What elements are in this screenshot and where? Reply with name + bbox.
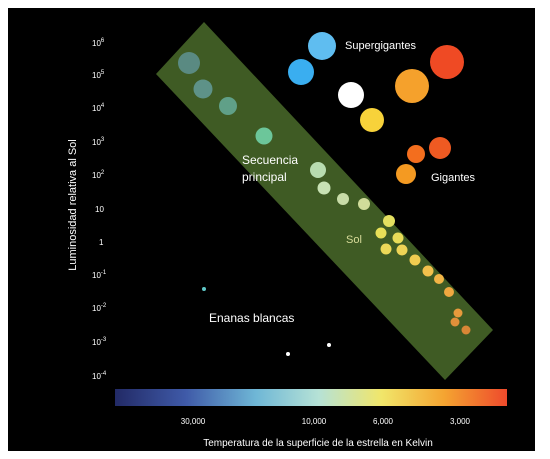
star — [308, 32, 336, 60]
star — [453, 308, 463, 318]
star — [395, 69, 429, 103]
star — [430, 45, 464, 79]
star — [255, 127, 273, 145]
star — [193, 79, 213, 99]
label-main-sequence-1: Secuencia — [242, 153, 298, 167]
y-axis-ticks: 106 105 104 103 102 10 1 10-1 10-2 10-3 … — [92, 38, 107, 381]
x-tick: 6,000 — [373, 417, 394, 426]
label-giants: Gigantes — [431, 172, 476, 184]
x-axis-label: Temperatura de la superficie de la estre… — [203, 438, 433, 449]
y-tick: 10 — [95, 205, 104, 214]
y-tick: 102 — [92, 170, 105, 180]
supergiant-stars — [288, 32, 464, 132]
star — [375, 227, 387, 239]
star — [337, 193, 349, 205]
star — [327, 343, 331, 347]
star — [392, 232, 404, 244]
star — [360, 108, 384, 132]
label-main-sequence-2: principal — [242, 170, 287, 184]
star — [407, 145, 425, 163]
star — [383, 215, 395, 227]
giant-stars — [396, 137, 451, 184]
star — [286, 352, 290, 356]
temperature-colorbar — [115, 389, 507, 406]
label-supergiants: Supergigantes — [345, 40, 416, 52]
x-axis-ticks: 30,000 10,000 6,000 3,000 — [181, 417, 471, 426]
y-tick: 1 — [99, 238, 104, 247]
y-axis-label: Luminosidad relativa al Sol — [67, 139, 79, 270]
y-tick: 103 — [92, 137, 105, 147]
y-tick: 10-3 — [92, 337, 107, 347]
star — [422, 265, 434, 277]
star — [288, 59, 314, 85]
star — [338, 82, 364, 108]
star — [461, 325, 471, 335]
y-tick: 106 — [92, 38, 105, 48]
star — [317, 181, 331, 195]
star — [434, 274, 444, 284]
star — [396, 164, 416, 184]
star — [202, 287, 206, 291]
y-tick: 105 — [92, 70, 105, 80]
y-tick: 104 — [92, 103, 105, 113]
star — [429, 137, 451, 159]
star — [219, 97, 237, 115]
main-sequence-stars — [178, 52, 471, 335]
star — [178, 52, 200, 74]
y-tick: 10-1 — [92, 270, 107, 280]
star — [409, 254, 421, 266]
star — [380, 243, 392, 255]
x-tick: 10,000 — [302, 417, 327, 426]
x-tick: 30,000 — [181, 417, 206, 426]
label-white-dwarfs: Enanas blancas — [209, 311, 294, 325]
star — [450, 317, 460, 327]
star — [444, 287, 454, 297]
main-sequence-band — [156, 22, 493, 380]
star — [310, 162, 326, 178]
white-dwarf-stars — [202, 287, 331, 356]
star — [358, 198, 370, 210]
y-tick: 10-4 — [92, 371, 107, 381]
star — [396, 244, 408, 256]
y-tick: 10-2 — [92, 303, 107, 313]
label-sun: Sol — [346, 234, 362, 246]
x-tick: 3,000 — [450, 417, 471, 426]
